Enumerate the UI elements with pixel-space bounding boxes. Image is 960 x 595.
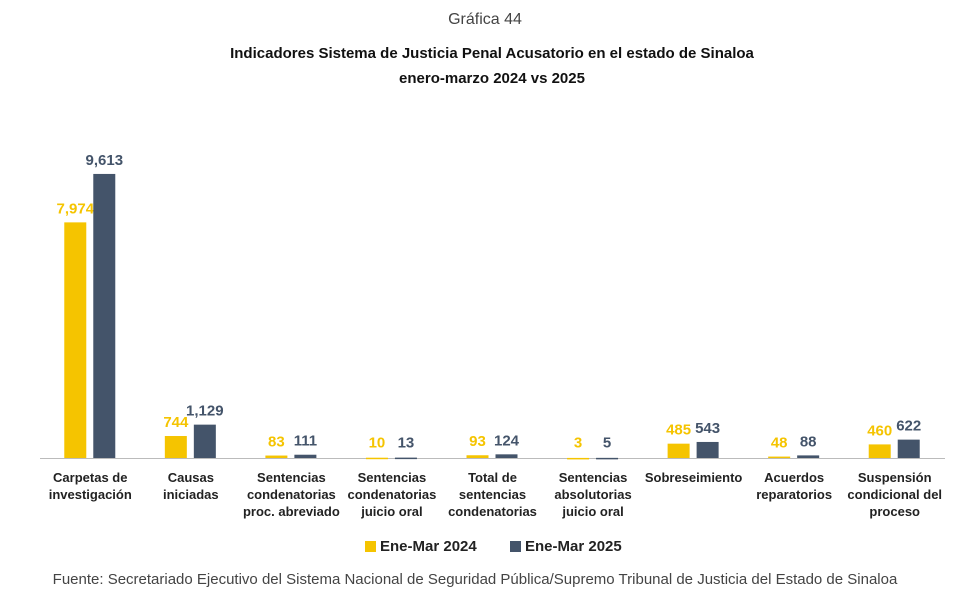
chart-supertitle: Gráfica 44 xyxy=(448,11,522,28)
bar xyxy=(64,222,87,458)
value-label: 622 xyxy=(896,418,921,435)
value-label: 5 xyxy=(603,434,611,451)
x-tick-label: Sentencias absolutorias juicio oral xyxy=(554,470,632,519)
chart-subtitle: enero-marzo 2024 vs 2025 xyxy=(399,70,585,87)
value-label: 9,613 xyxy=(86,152,124,169)
bar xyxy=(466,455,489,458)
value-label: 744 xyxy=(163,414,189,431)
value-label: 88 xyxy=(800,433,817,450)
bar xyxy=(265,455,288,458)
value-label: 485 xyxy=(666,422,691,439)
value-label: 13 xyxy=(398,434,415,451)
legend-swatch xyxy=(510,541,521,552)
value-label: 7,974 xyxy=(57,200,95,217)
legend-label: Ene-Mar 2024 xyxy=(380,538,477,555)
bar xyxy=(696,441,719,458)
value-label: 10 xyxy=(369,434,386,451)
value-label: 460 xyxy=(867,422,892,439)
bar xyxy=(394,457,417,460)
value-label: 83 xyxy=(268,434,285,451)
source: Fuente: Secretariado Ejecutivo del Siste… xyxy=(53,571,898,588)
bar xyxy=(164,436,187,458)
bar xyxy=(768,456,791,459)
chart-title: Indicadores Sistema de Justicia Penal Ac… xyxy=(230,45,754,62)
legend-label: Ene-Mar 2025 xyxy=(525,538,622,555)
bar xyxy=(797,455,820,458)
bar xyxy=(596,457,619,460)
bar xyxy=(897,439,920,458)
value-label: 543 xyxy=(695,420,720,437)
x-tick-label: Sentencias condenatorias proc. abreviado xyxy=(242,470,340,519)
x-tick-label: Suspensión condicional del proceso xyxy=(847,470,943,519)
bar xyxy=(365,457,388,460)
x-tick-label: Acuerdos reparatorios xyxy=(756,470,833,502)
bar xyxy=(294,454,317,458)
bar xyxy=(193,424,216,458)
value-label: 48 xyxy=(771,434,788,451)
value-label: 3 xyxy=(574,434,582,451)
bar xyxy=(667,443,690,458)
bar xyxy=(93,173,116,458)
value-label: 124 xyxy=(494,432,520,449)
x-tick-label: Sobreseimiento xyxy=(644,470,743,485)
x-tick-label: Causas iniciadas xyxy=(163,470,219,502)
value-label: 111 xyxy=(294,433,317,450)
value-label: 93 xyxy=(469,433,486,450)
bar xyxy=(567,457,590,460)
x-tick-label: Carpetas de investigación xyxy=(48,470,132,502)
x-tick-label: Total de sentencias condenatorias xyxy=(448,470,537,519)
bar xyxy=(495,454,518,458)
legend-swatch xyxy=(365,541,376,552)
value-label: 1,129 xyxy=(186,403,224,420)
x-tick-label: Sentencias condenatorias juicio oral xyxy=(347,470,437,519)
bar xyxy=(868,444,891,458)
